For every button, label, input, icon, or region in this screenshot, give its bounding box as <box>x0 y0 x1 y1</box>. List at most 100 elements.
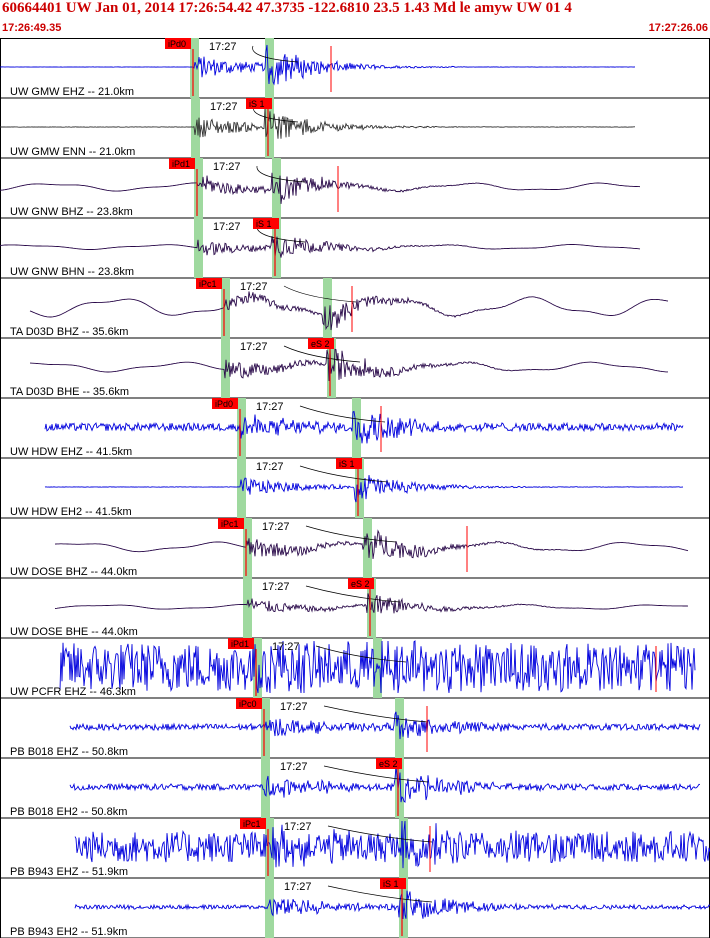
pick-label: iPc1 <box>221 519 239 529</box>
s-window <box>355 458 364 518</box>
minute-label: 17:27 <box>256 461 284 473</box>
trace-row[interactable]: iPd1 17:27 UW GNW BHZ -- 23.8km <box>0 158 710 219</box>
minute-label: 17:27 <box>209 41 237 53</box>
station-label: UW GNW BHN -- 23.8km <box>10 266 134 278</box>
event-header: 60664401 UW Jan 01, 2014 17:26:54.42 47.… <box>0 0 710 38</box>
trace-row[interactable]: iPc0 17:27 PB B018 EHZ -- 50.8km <box>0 698 710 759</box>
p-window <box>243 518 252 578</box>
station-label: UW DOSE BHE -- 44.0km <box>10 626 138 638</box>
station-label: UW GMW EHZ -- 21.0km <box>10 86 134 98</box>
pick-flag[interactable] <box>240 818 266 829</box>
station-label: UW HDW EHZ -- 41.5km <box>10 446 132 458</box>
waveform <box>0 172 641 204</box>
station-label: TA D03D BHZ -- 35.6km <box>10 326 128 338</box>
arrival-curve <box>283 345 361 363</box>
pick-flag[interactable] <box>196 278 222 289</box>
pick-flag[interactable] <box>169 158 195 169</box>
station-label: PB B943 EH2 -- 51.9km <box>10 926 127 938</box>
pick-label: iS 1 <box>339 459 355 469</box>
pick-label: iPc1 <box>243 819 261 829</box>
trace-row[interactable]: iPc1 17:27 PB B943 EHZ -- 51.9km <box>0 818 710 879</box>
pick-label: iPd1 <box>231 639 249 649</box>
pick-label: iPd1 <box>172 159 190 169</box>
pick-flag[interactable] <box>308 338 334 349</box>
minute-label: 17:27 <box>284 821 312 833</box>
waveform <box>0 44 636 86</box>
waveform <box>59 640 696 694</box>
trace-row[interactable]: iS 1 17:27 PB B943 EH2 -- 51.9km <box>0 878 710 938</box>
trace-row[interactable]: iS 1 17:27 UW GNW BHN -- 23.8km <box>0 218 710 279</box>
s-window <box>265 38 274 98</box>
pick-flag[interactable] <box>165 38 191 49</box>
waveform <box>74 890 710 920</box>
trace-row[interactable]: iPd1 17:27 UW PCFR EHZ -- 46.3km <box>0 638 710 699</box>
pick-flag[interactable] <box>348 578 374 589</box>
station-label: PB B018 EHZ -- 50.8km <box>10 746 128 758</box>
minute-label: 17:27 <box>240 281 268 293</box>
arrival-curve <box>327 885 433 903</box>
pick-label: iPc0 <box>239 699 257 709</box>
waveform <box>54 593 689 614</box>
p-window <box>261 758 270 818</box>
minute-label: 17:27 <box>210 101 238 113</box>
arrival-curve <box>323 705 429 723</box>
s-window <box>395 758 404 818</box>
s-window <box>323 278 332 338</box>
minute-label: 17:27 <box>256 401 284 413</box>
trace-row[interactable]: iPd0 17:27 UW GMW EHZ -- 21.0km <box>0 38 710 99</box>
p-window <box>265 878 274 938</box>
trace-row[interactable]: iS 1 17:27 UW GMW ENN -- 21.0km <box>0 98 710 159</box>
pick-flag[interactable] <box>376 758 402 769</box>
waveform <box>69 766 701 803</box>
trace-row[interactable]: eS 2 17:27 TA D03D BHE -- 35.6km <box>0 338 710 399</box>
pick-flag[interactable] <box>336 458 362 469</box>
pick-label: iS 1 <box>383 879 399 889</box>
arrival-curve <box>299 465 389 483</box>
minute-label: 17:27 <box>262 581 290 593</box>
arrival-curve <box>252 45 299 63</box>
pick-flag[interactable] <box>228 638 254 649</box>
pick-label: eS 2 <box>351 579 370 589</box>
trace-row[interactable]: eS 2 17:27 UW DOSE BHE -- 44.0km <box>0 578 710 639</box>
pick-flag[interactable] <box>380 878 406 889</box>
s-window <box>363 518 372 578</box>
pick-label: eS 2 <box>379 759 398 769</box>
p-window <box>237 458 246 518</box>
minute-label: 17:27 <box>280 761 308 773</box>
p-window <box>253 638 262 698</box>
minute-label: 17:27 <box>284 881 312 893</box>
station-label: UW HDW EH2 -- 41.5km <box>10 506 132 518</box>
start-time: 17:26:49.35 <box>2 22 62 34</box>
waveform <box>29 291 669 331</box>
trace-row[interactable]: iPd0 17:27 UW HDW EHZ -- 41.5km <box>0 398 710 459</box>
p-window <box>190 38 199 98</box>
pick-flag[interactable] <box>253 218 279 229</box>
trace-row[interactable]: iPc1 17:27 TA D03D BHZ -- 35.6km <box>0 278 710 339</box>
trace-row[interactable]: iPc1 17:27 UW DOSE BHZ -- 44.0km <box>0 518 710 579</box>
arrival-curve <box>299 405 386 423</box>
pick-flag[interactable] <box>212 398 238 409</box>
minute-label: 17:27 <box>213 221 241 233</box>
pick-flag[interactable] <box>246 98 272 109</box>
trace-row[interactable]: iS 1 17:27 UW HDW EH2 -- 41.5km <box>0 458 710 519</box>
arrival-curve <box>327 825 433 843</box>
pick-flag[interactable] <box>218 518 244 529</box>
p-window <box>221 278 230 338</box>
arrival-curve <box>315 645 407 663</box>
waveform <box>54 529 689 559</box>
s-window <box>352 398 361 458</box>
arrival-curve <box>283 285 357 303</box>
s-window <box>327 338 336 398</box>
p-window <box>194 158 203 218</box>
p-window <box>191 98 200 158</box>
station-label: UW GNW BHZ -- 23.8km <box>10 206 133 218</box>
waveform <box>44 410 684 444</box>
trace-row[interactable]: eS 2 17:27 PB B018 EH2 -- 50.8km <box>0 758 710 819</box>
waveform <box>44 475 684 503</box>
minute-label: 17:27 <box>240 341 268 353</box>
pick-flag[interactable] <box>236 698 262 709</box>
pick-label: iS 1 <box>249 99 265 109</box>
pick-label: iPd0 <box>215 399 233 409</box>
